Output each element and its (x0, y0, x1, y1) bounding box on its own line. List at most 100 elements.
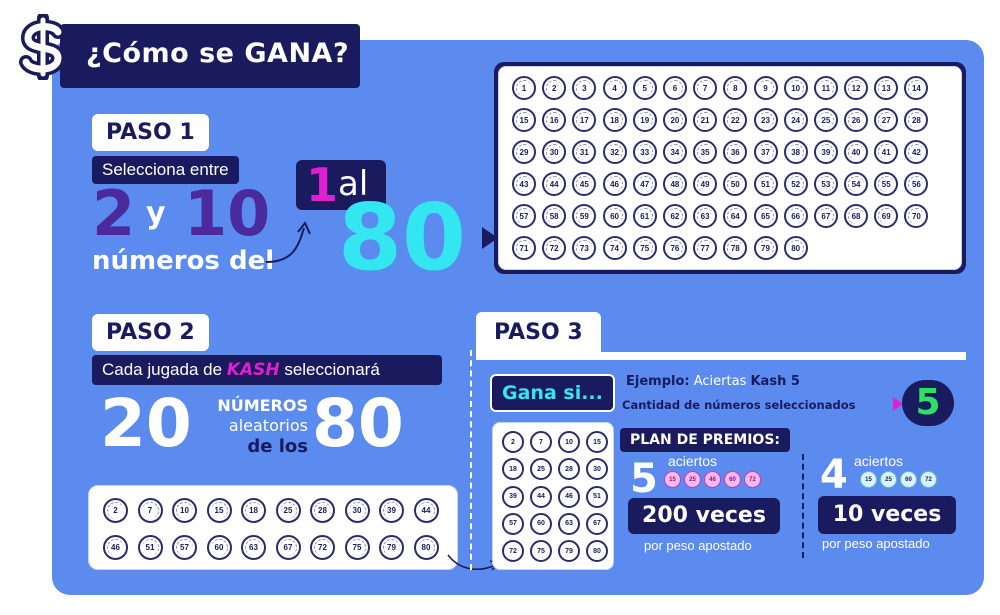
number-ball: 50 (723, 172, 748, 196)
paso1-label: PASO 1 (92, 114, 209, 151)
number-ball-label: 42 (908, 144, 924, 160)
number-ball-label: 39 (506, 489, 520, 504)
number-ball: 75 (344, 535, 370, 560)
number-ball: 46 (558, 485, 580, 508)
number-ball: 32 (602, 140, 627, 164)
hit-ball: 72 (920, 471, 937, 488)
number-ball: 4 (602, 76, 627, 100)
ejemplo-label: Ejemplo: (626, 374, 690, 389)
number-ball: 51 (753, 172, 778, 196)
paso1-al: al (338, 164, 369, 204)
number-ball-label: 18 (506, 462, 520, 477)
number-ball: 60 (530, 512, 552, 535)
number-ball-label: 79 (758, 240, 773, 256)
paso2-bar-suffix: seleccionará (284, 360, 380, 379)
number-ball: 52 (783, 172, 808, 196)
number-grid-panel: 1 2 3 4 5 6 7 8 9 10 11 12 13 14 15 16 17 18 19 20 21 22 23 24 2… (494, 62, 966, 274)
number-ball-label: 48 (667, 176, 683, 192)
number-ball: 39 (813, 140, 838, 164)
hit-ball: 60 (724, 471, 741, 488)
number-ball: 25 (813, 108, 838, 132)
number-ball-label: 32 (607, 144, 623, 160)
number-ball-label: 15 (516, 112, 532, 128)
number-ball-label: 15 (211, 502, 227, 519)
number-ball-label: 13 (878, 80, 894, 96)
number-ball-label: 75 (349, 539, 365, 556)
number-ball-label: 46 (107, 539, 124, 556)
number-ball: 30 (344, 498, 370, 523)
number-ball-label: 31 (576, 144, 592, 160)
number-ball: 80 (586, 540, 608, 563)
number-ball-label: 57 (176, 539, 193, 556)
number-ball: 37 (753, 140, 778, 164)
number-ball: 79 (379, 535, 404, 560)
number-ball: 18 (502, 458, 524, 481)
dollar-icon (19, 14, 66, 80)
cantidad-value: 5 (902, 380, 954, 426)
hit-ball: 46 (704, 471, 721, 488)
number-ball-label: 2 (546, 80, 562, 96)
prize2-per-peso: por peso apostado (822, 536, 930, 551)
number-ball: 18 (241, 498, 266, 523)
number-ball-label: 30 (546, 144, 562, 160)
random-numbers-grid: 2 7 10 15 18 25 28 30 39 44 46 51 57 60 63 67 72 75 79 80 (99, 492, 447, 566)
number-ball-label: 25 (280, 502, 296, 519)
prize2-hits-label: aciertos (854, 453, 904, 469)
paso2-middle-3: de los (247, 436, 308, 457)
hit-ball: 25 (684, 471, 701, 488)
number-ball: 78 (723, 236, 748, 260)
number-ball-label: 65 (758, 208, 773, 224)
number-ball: 25 (275, 498, 301, 523)
number-ball: 22 (723, 108, 748, 132)
paso2-total: 80 (312, 385, 404, 462)
hit-ball: 25 (880, 471, 897, 488)
paso2-count: 20 (100, 385, 192, 462)
number-ball: 36 (723, 140, 748, 164)
number-ball-label: 24 (788, 112, 804, 128)
number-ball: 25 (530, 458, 552, 481)
number-ball-label: 29 (516, 144, 532, 160)
number-ball-label: 72 (506, 544, 520, 559)
hit-ball: 60 (900, 471, 917, 488)
number-ball: 10 (783, 76, 808, 100)
number-ball: 57 (172, 535, 197, 560)
paso2-bar-prefix: Cada jugada de (102, 360, 223, 379)
number-ball-label: 28 (314, 502, 331, 519)
number-ball-label: 75 (534, 544, 548, 559)
number-ball-label: 63 (562, 516, 576, 531)
number-ball-label: 69 (878, 208, 894, 224)
number-ball-label: 77 (697, 240, 713, 256)
hit-ball: 15 (860, 471, 877, 488)
number-ball-label: 46 (607, 176, 623, 192)
curved-arrow-icon (265, 221, 311, 263)
number-ball: 10 (172, 498, 197, 523)
number-ball: 44 (413, 498, 439, 523)
number-ball-label: 56 (908, 176, 924, 192)
number-ball: 66 (783, 204, 808, 228)
play-arrow-icon (482, 227, 498, 249)
number-ball-label: 53 (818, 176, 834, 192)
number-ball-label: 2 (107, 502, 124, 519)
number-ball-label: 51 (758, 176, 773, 192)
number-ball-label: 3 (576, 80, 592, 96)
number-ball-label: 79 (562, 544, 576, 559)
selected-numbers-panel: 2 7 10 15 18 25 28 30 39 44 46 51 57 60 63 67 72 75 79 80 (492, 422, 614, 570)
kash-brand: KASH (226, 360, 280, 380)
number-ball-label: 68 (848, 208, 864, 224)
paso1-one: 1 (306, 158, 339, 212)
number-ball: 24 (783, 108, 808, 132)
number-ball: 58 (542, 204, 567, 228)
number-ball: 80 (413, 535, 439, 560)
paso1-from-text: números del (92, 246, 275, 276)
number-ball: 44 (542, 172, 567, 196)
number-ball: 46 (602, 172, 627, 196)
paso3-divider (470, 350, 472, 570)
paso3-header-strip (476, 352, 966, 360)
number-ball: 2 (502, 431, 524, 453)
number-ball: 62 (662, 204, 687, 228)
number-ball-label: 78 (727, 240, 743, 256)
number-ball-label: 11 (818, 80, 834, 96)
number-ball-label: 62 (667, 208, 683, 224)
number-ball: 76 (662, 236, 687, 260)
number-ball-label: 35 (697, 144, 713, 160)
